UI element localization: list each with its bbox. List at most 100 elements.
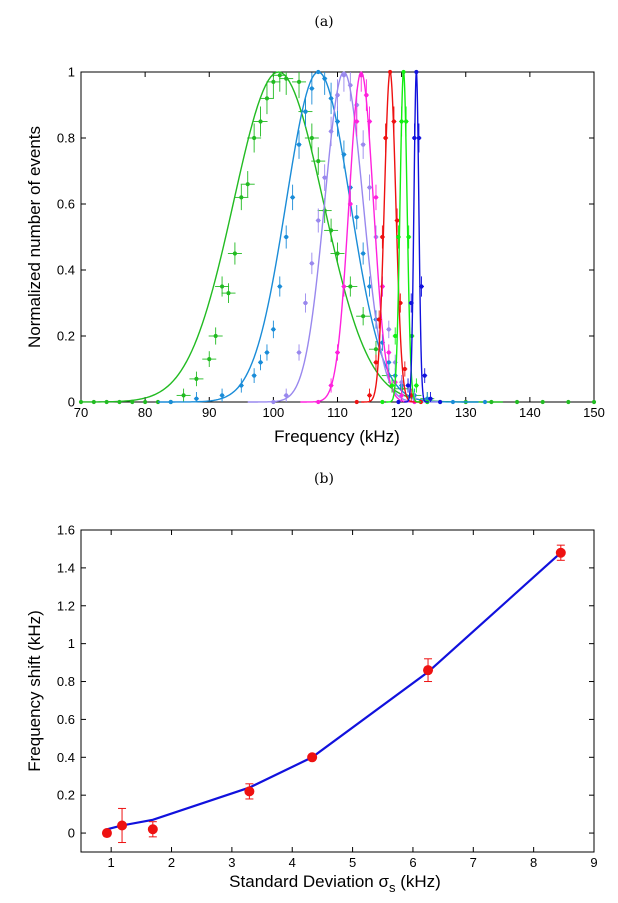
chart_data-1-x-tick-label: 1 <box>108 855 115 870</box>
chart_data-0-x-tick-label: 100 <box>263 405 285 420</box>
series-5-point <box>396 234 401 240</box>
series-4-point <box>367 393 372 398</box>
series-1-point <box>316 69 321 75</box>
chart_data-1-x-tick-label: 9 <box>590 855 597 870</box>
series-0-point <box>514 399 520 405</box>
series-1-point <box>450 399 456 405</box>
series-2-point <box>361 142 366 147</box>
series-1-point <box>328 96 334 101</box>
panel-b-x-axis-label-unit: (kHz) <box>395 872 440 891</box>
panel-a-label: (a) <box>314 14 333 30</box>
series-0-point <box>284 76 289 81</box>
series-3-point <box>386 350 391 355</box>
series-3-point <box>328 383 334 388</box>
panel-a-x-axis-label: Frequency (kHz) <box>274 427 400 446</box>
series-4-point <box>391 119 397 124</box>
series-0-point <box>245 182 250 187</box>
panel-a-y-axis-label: Normalized number of events <box>25 126 44 348</box>
panel-b-x-axis-label-subscript: s <box>389 880 396 895</box>
chart_data-0-y-tick-label: 1 <box>68 65 75 80</box>
series-4-point <box>395 218 400 223</box>
series-3-point <box>341 284 347 289</box>
panel-b-y-axis-label: Frequency shift (kHz) <box>25 610 44 772</box>
series-4-point <box>402 366 407 372</box>
chart_data-1-x-tick-label: 5 <box>349 855 356 870</box>
series-2-point <box>284 393 289 398</box>
series-2-point <box>309 261 314 266</box>
chart_data-1-x-tick-label: 2 <box>168 855 175 870</box>
series-0-point <box>226 291 231 296</box>
series-2-point <box>296 350 302 355</box>
panel-b-plot-frame <box>80 529 595 853</box>
series-4-point <box>383 135 388 141</box>
chart_data-1-x-tick-label: 6 <box>409 855 416 870</box>
chart_data-0-x-tick-label: 150 <box>583 405 605 420</box>
series-0-point <box>143 399 148 405</box>
series-2-point <box>271 399 276 405</box>
chart_data-0-x-tick-label: 110 <box>327 405 348 420</box>
series-6-point <box>414 69 419 75</box>
series-6-point <box>428 396 433 401</box>
series-5-point <box>399 119 404 124</box>
data-point <box>244 786 255 797</box>
chart_data-1-y-tick-label: 1.2 <box>57 598 75 613</box>
series-0-point <box>130 399 135 405</box>
series-6-point <box>416 135 422 141</box>
series-3-point <box>354 119 359 124</box>
series-4-point <box>387 69 393 75</box>
series-1-point <box>482 399 488 405</box>
series-5-point <box>389 383 395 388</box>
series-0-point <box>117 399 122 405</box>
series-1-point <box>361 251 366 256</box>
data-point <box>307 752 318 763</box>
series-5-point <box>401 69 406 75</box>
fit-line <box>106 551 562 831</box>
series-4-point <box>354 399 359 405</box>
series-0-point <box>181 393 186 398</box>
series-4-point <box>380 234 385 240</box>
panel-b-series <box>101 544 566 844</box>
panel-b-x-axis-label: Standard Deviation σs (kHz) <box>229 872 441 895</box>
panel-a: (a) 70 80 90 100 110 120 130 140 150 0 0.2 0.4 0.6 0.… <box>25 14 605 446</box>
series-1-fit-curve <box>157 71 479 403</box>
panel-a-series <box>78 69 597 405</box>
series-1-point <box>258 360 263 365</box>
series-2-point <box>328 129 334 134</box>
series-2-point <box>316 218 321 223</box>
series-0-point <box>361 314 366 319</box>
chart_data-1-x-tick-label: 8 <box>530 855 537 870</box>
series-3-point <box>373 195 379 200</box>
series-6-point <box>396 399 401 405</box>
series-1-point <box>322 76 327 81</box>
panel-b: (b) 1 2 3 4 5 6 7 8 9 0 0.2 0.4 0.6 0.8 1 1.2 1.4 1.6 Sta… <box>25 471 598 895</box>
series-6-point <box>419 284 424 289</box>
series-0-point <box>348 284 353 289</box>
series-0-point <box>373 347 379 352</box>
series-2-point <box>399 380 404 385</box>
series-1-point <box>386 360 391 365</box>
series-2-point <box>335 93 340 98</box>
series-1-point <box>219 393 225 398</box>
series-0-point <box>219 284 225 289</box>
series-1-point <box>264 350 270 355</box>
chart_data-0-y-tick-label: 0 <box>68 395 75 410</box>
series-0-point <box>207 357 212 362</box>
chart_data-1-y-tick-label: 0 <box>68 826 75 841</box>
series-5-point <box>393 333 398 339</box>
series-4-point <box>373 360 379 365</box>
series-6-point <box>409 300 414 306</box>
series-2-point <box>386 327 391 332</box>
chart_data-1-y-tick-label: 1 <box>68 636 75 651</box>
data-point <box>555 547 566 558</box>
data-point <box>147 824 158 835</box>
series-0-point <box>91 399 96 405</box>
series-0-point <box>239 195 244 200</box>
chart_data-0-y-tick-label: 0.4 <box>57 263 75 278</box>
series-1-point <box>271 327 276 332</box>
series-0-point <box>335 251 340 256</box>
series-0-point <box>309 135 314 141</box>
chart_data-1-x-tick-label: 4 <box>289 855 296 870</box>
chart_data-0-y-tick-label: 0.8 <box>57 131 75 146</box>
series-1-point <box>341 152 347 157</box>
data-point <box>117 820 128 831</box>
